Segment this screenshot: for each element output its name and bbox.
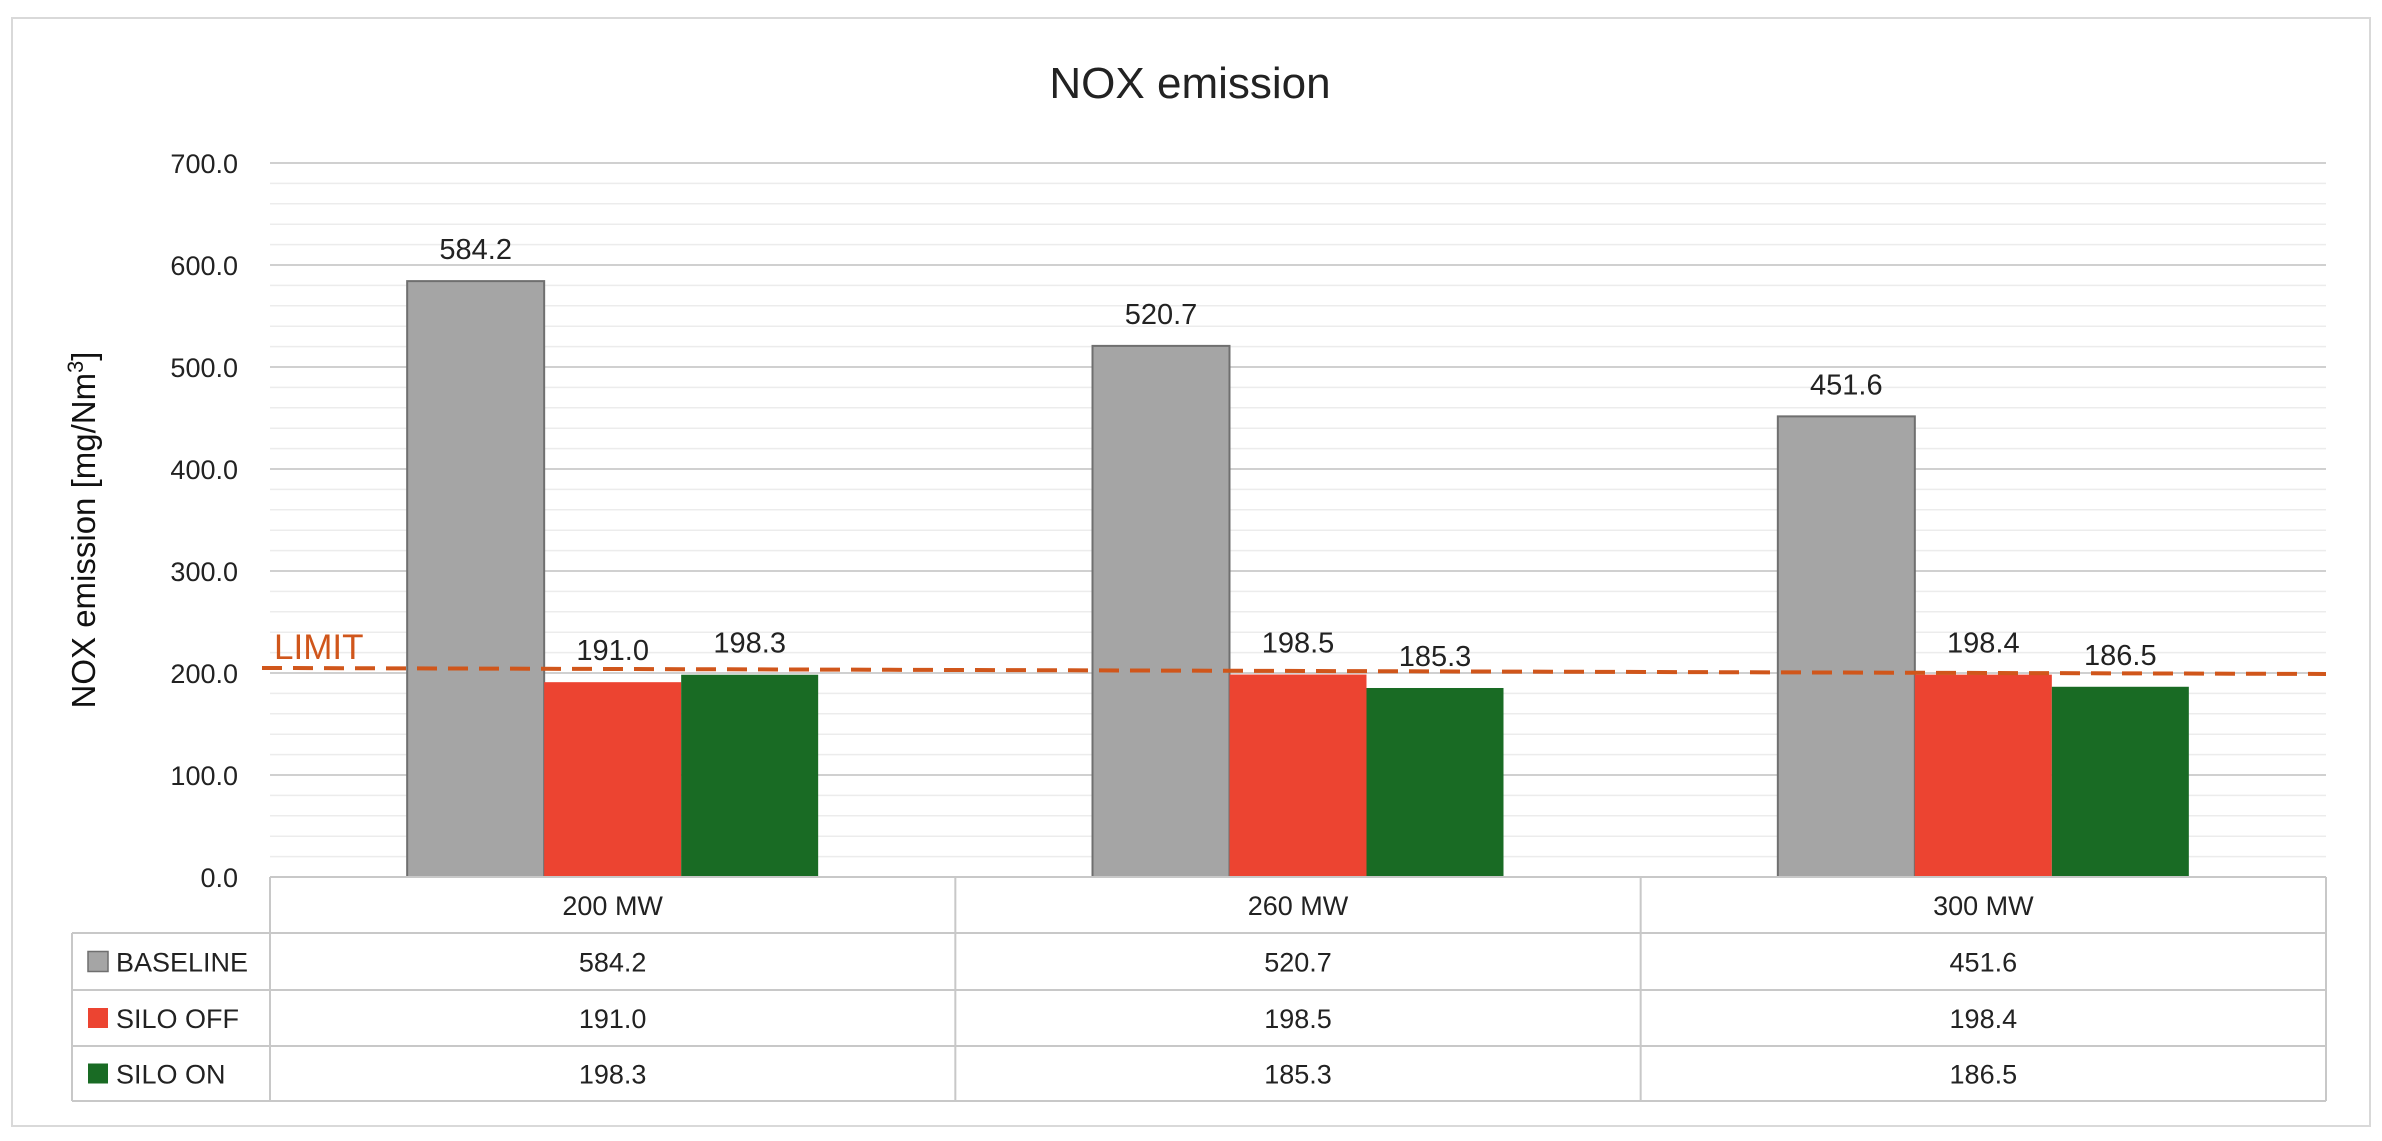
data-label: 186.5	[2084, 640, 2157, 672]
data-label: 198.5	[1262, 628, 1335, 660]
bar-silo-off	[1914, 674, 2052, 877]
x-tick-label: 260 MW	[1248, 891, 1349, 921]
data-label: 520.7	[1125, 299, 1198, 331]
bar-silo-off	[544, 682, 682, 877]
table-cell: 186.5	[1950, 1060, 2018, 1090]
legend-swatch	[88, 1008, 108, 1028]
legend-entry: SILO ON	[116, 1060, 226, 1090]
y-tick-label: 600.0	[170, 251, 238, 281]
legend-swatch	[88, 1063, 108, 1084]
y-tick-label: 500.0	[170, 353, 238, 383]
data-label: 191.0	[576, 635, 649, 667]
y-axis-label-superscript: 3	[63, 361, 88, 373]
data-label: 198.4	[1947, 628, 2020, 660]
table-cell: 198.5	[1264, 1004, 1332, 1034]
x-tick-label: 300 MW	[1933, 891, 2034, 921]
limit-label: LIMIT	[274, 628, 363, 667]
x-tick-label: 200 MW	[562, 891, 663, 921]
limit-line	[261, 665, 2327, 676]
data-label: 451.6	[1810, 369, 1883, 401]
data-label: 584.2	[439, 234, 512, 266]
bar-baseline	[1776, 415, 1916, 878]
data-labels: 584.2 191.0 198.3 520.7 198.5 185.3 451.6 198.4…	[439, 234, 2156, 673]
data-table: 200 MW 260 MW 300 MW BASELINE 584.2 520.7 451.…	[71, 876, 2327, 1102]
table-cell: 198.3	[579, 1060, 647, 1090]
table-cell: 191.0	[579, 1004, 647, 1034]
y-tick-label: 300.0	[170, 557, 238, 587]
y-tick-label: 400.0	[170, 455, 238, 485]
bar-silo-off	[1229, 674, 1367, 877]
table-cell: 451.6	[1950, 948, 2018, 978]
chart-title: NOX emission	[1049, 59, 1330, 108]
y-tick-label: 100.0	[170, 761, 238, 791]
y-axis-label-close: ]	[65, 352, 102, 361]
bar-silo-on	[1366, 687, 1504, 877]
legend-swatch	[87, 950, 109, 973]
legend-entry: SILO OFF	[116, 1004, 239, 1034]
table-cell: 584.2	[579, 948, 647, 978]
y-axis-label: NOX emission [mg/Nm3]	[63, 352, 102, 709]
table-cell: 520.7	[1264, 948, 1332, 978]
y-tick-label: 700.0	[170, 149, 238, 179]
y-tick-label: 200.0	[170, 659, 238, 689]
bar-baseline	[1091, 344, 1231, 878]
table-cell: 185.3	[1264, 1060, 1332, 1090]
bar-silo-on	[681, 674, 819, 877]
data-label: 198.3	[713, 628, 786, 660]
y-axis-ticks: 0.0 100.0 200.0 300.0 400.0 500.0 600.0 700.0	[170, 149, 238, 893]
bar-silo-on	[2051, 686, 2189, 877]
y-tick-label: 0.0	[200, 863, 238, 893]
table-cell: 198.4	[1950, 1004, 2018, 1034]
bar-baseline	[406, 280, 546, 878]
y-axis-label-text: NOX emission [mg/Nm	[65, 373, 102, 709]
data-label: 185.3	[1399, 641, 1472, 673]
legend-entry: BASELINE	[116, 948, 248, 978]
bars	[406, 280, 2189, 878]
